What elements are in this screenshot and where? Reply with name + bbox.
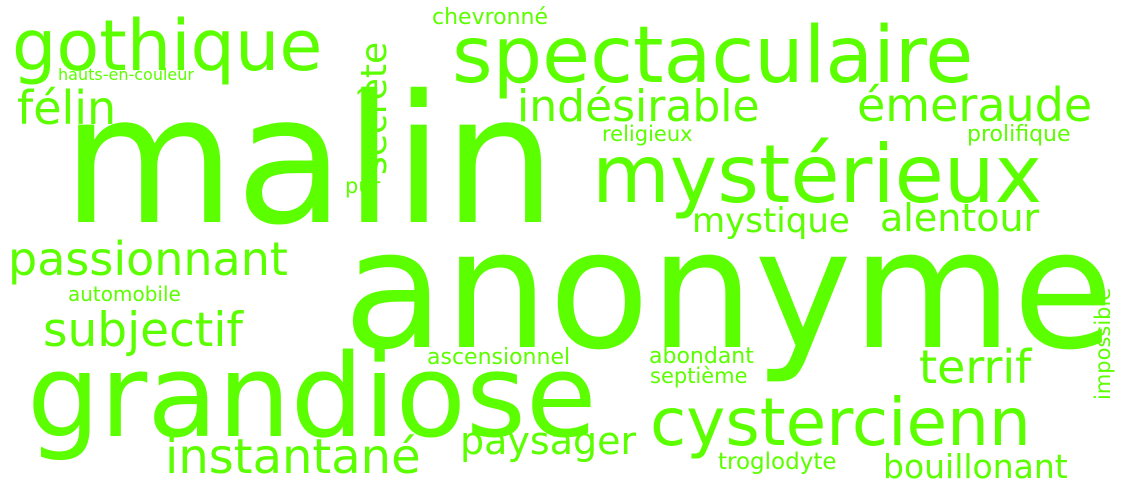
word-troglodyte: troglodyte bbox=[718, 451, 836, 474]
word-septieme: septième bbox=[650, 366, 748, 387]
word-bouillonant: bouillonant bbox=[883, 450, 1068, 483]
word-religieux: religieux bbox=[602, 124, 693, 145]
word-mystique: mystique bbox=[692, 204, 850, 238]
word-impossible: impossible bbox=[1093, 288, 1114, 400]
word-alentour: alentour bbox=[880, 199, 1039, 237]
word-paysager: paysager bbox=[460, 422, 636, 460]
word-pur: pur bbox=[345, 176, 380, 197]
word-instantane: instantané bbox=[165, 433, 421, 481]
word-felin: félin bbox=[17, 85, 116, 131]
word-terrif: terrif bbox=[919, 344, 1031, 390]
word-automobile: automobile bbox=[68, 284, 181, 304]
word-hauts-en-couleur: hauts-en-couleur bbox=[58, 67, 194, 83]
word-prolifique: prolifique bbox=[967, 124, 1071, 146]
word-ascensionnel: ascensionnel bbox=[427, 347, 570, 369]
word-chevronne: chevronné bbox=[432, 7, 548, 29]
word-passionnant: passionnant bbox=[8, 236, 288, 282]
word-secrete: secrète bbox=[357, 42, 393, 175]
word-subjectif: subjectif bbox=[43, 307, 243, 354]
